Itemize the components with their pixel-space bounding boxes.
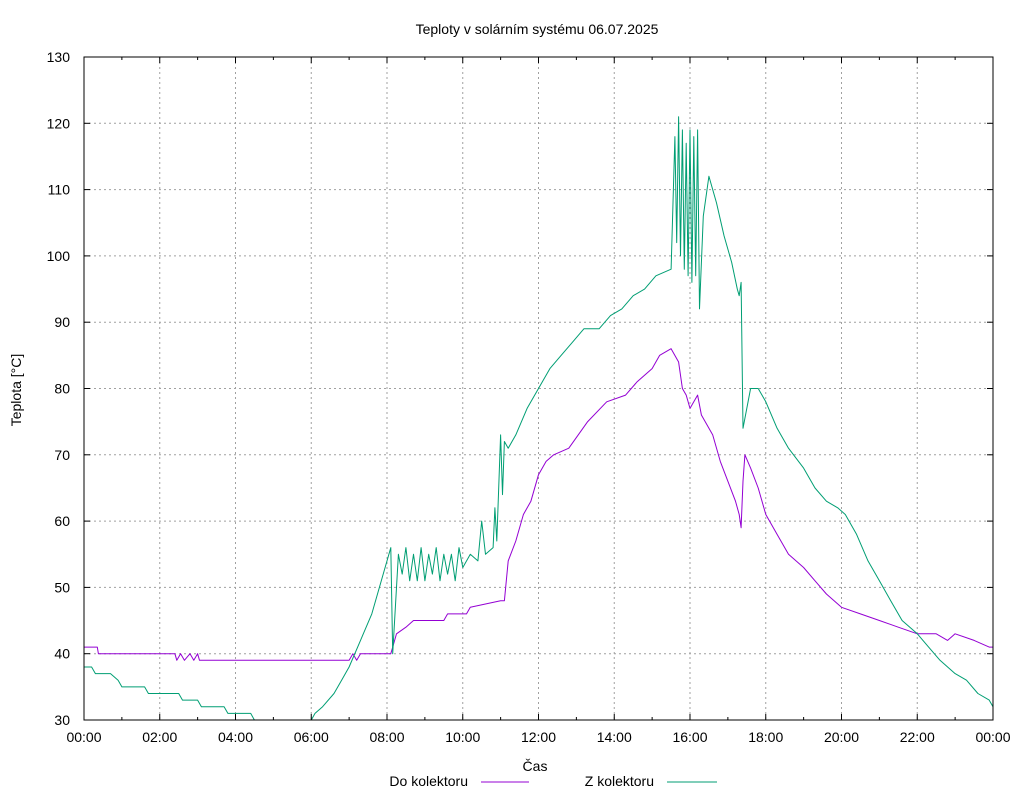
y-axis-label: Teplota [°C] [8,354,24,427]
grid [84,57,993,720]
y-tick-label: 30 [54,712,70,728]
y-tick-label: 130 [47,49,71,65]
x-tick-label: 20:00 [824,729,859,745]
x-tick-label: 16:00 [672,729,707,745]
y-tick-label: 40 [54,646,70,662]
x-tick-label: 18:00 [748,729,783,745]
y-tick-label: 70 [54,447,70,463]
x-tick-label: 22:00 [900,729,935,745]
legend: Do kolektoru Z kolektoru [389,773,717,789]
y-tick-label: 50 [54,579,70,595]
x-tick-label: 02:00 [142,729,177,745]
x-axis-label: Čas [523,758,548,774]
y-tick-label: 120 [47,115,71,131]
x-tick-label: 04:00 [218,729,253,745]
y-tick-label: 90 [54,314,70,330]
x-tick-label: 10:00 [445,729,480,745]
x-tick-label: 08:00 [369,729,404,745]
x-tick-label: 14:00 [597,729,632,745]
series-lines [84,116,994,721]
series-line-do-kolektoru [84,348,993,661]
tick-labels: 00:00 02:00 04:00 06:00 08:00 10:00 12:00 14:00… [47,49,1011,745]
legend-label-z-kolektoru: Z kolektoru [585,773,654,789]
y-tick-label: 110 [48,182,71,198]
chart-title: Teploty v solárním systému 06.07.2025 [416,21,659,37]
x-tick-label: 00:00 [66,729,101,745]
x-tick-label: 06:00 [294,729,329,745]
axis-ticks [83,56,994,721]
x-tick-label: 00:00 [975,729,1010,745]
y-tick-label: 100 [47,248,71,264]
y-tick-label: 60 [54,513,70,529]
y-tick-label: 80 [54,381,70,397]
x-tick-label: 12:00 [521,729,556,745]
series-line-z-kolektoru [84,116,994,721]
legend-label-do-kolektoru: Do kolektoru [389,773,468,789]
